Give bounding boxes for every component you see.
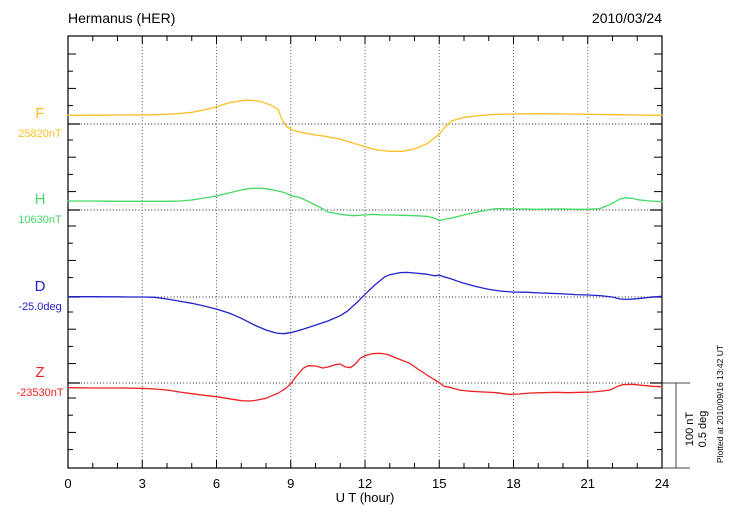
trace-F	[67, 99, 663, 152]
x-tick-label: 0	[64, 476, 72, 491]
channel-value-D: -25.0deg	[18, 301, 62, 313]
x-tick-label: 6	[212, 476, 221, 491]
x-tick-label: 9	[287, 476, 295, 491]
x-tick-label: 24	[654, 476, 670, 491]
channel-value-Z: -23530nT	[16, 387, 64, 399]
date-label: 2010/03/24	[591, 10, 662, 26]
trace-D	[67, 271, 663, 335]
x-axis-label: U T (hour)	[335, 490, 395, 505]
x-tick-label: 12	[357, 476, 373, 491]
channel-value-F: 25820nT	[18, 128, 62, 140]
scale-bar-label-nt: 100 nT	[683, 411, 696, 447]
channel-letter-H: H	[34, 191, 46, 208]
scale-bar-label-deg: 0.5 deg	[697, 410, 709, 448]
x-tick-label: 21	[580, 476, 595, 491]
channel-letter-D: D	[34, 278, 46, 295]
channel-value-H: 10630nT	[18, 214, 62, 226]
x-tick-label: 3	[138, 476, 146, 491]
scale-bar-label: 100 nT 0.5 deg	[684, 411, 710, 448]
x-tick-label: 18	[506, 476, 521, 491]
page-title: Hermanus (HER)	[68, 10, 176, 26]
plotted-at-note: Plotted at 2010/09/16 13:42 UT	[715, 344, 725, 464]
channel-letter-Z: Z	[35, 364, 45, 381]
x-tick-label: 15	[432, 476, 447, 491]
trace-Z	[67, 352, 663, 402]
channel-letter-F: F	[35, 105, 45, 122]
trace-H	[67, 187, 663, 222]
